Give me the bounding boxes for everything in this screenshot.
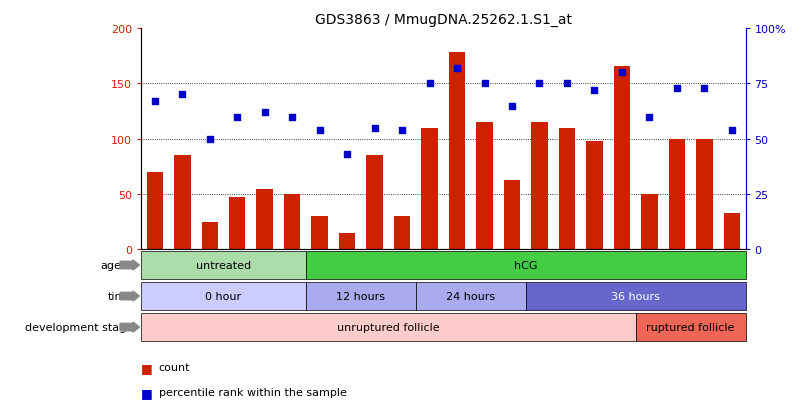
Point (588, 88, 601, 94)
Bar (306, 282, 416, 310)
Bar (229, 198, 246, 250)
Bar (311, 217, 328, 250)
Text: unruptured follicle: unruptured follicle (337, 322, 439, 332)
Text: hCG: hCG (514, 260, 538, 271)
Text: development stage: development stage (25, 322, 133, 332)
Bar (586, 142, 603, 250)
Point (396, 127, 409, 134)
Point (231, 114, 243, 121)
Bar (641, 195, 658, 250)
Point (176, 92, 189, 98)
Point (341, 152, 354, 158)
Text: ■: ■ (141, 361, 153, 374)
Bar (367, 156, 383, 250)
Point (148, 99, 161, 105)
Bar (613, 66, 630, 250)
Point (286, 114, 299, 121)
Point (368, 125, 381, 132)
Text: count: count (159, 363, 190, 373)
Bar (147, 173, 163, 250)
Bar (284, 195, 301, 250)
Bar (174, 156, 190, 250)
Point (478, 81, 491, 88)
Bar (669, 140, 685, 250)
Bar (394, 217, 410, 250)
Point (505, 103, 518, 109)
Bar (256, 189, 273, 250)
Bar (141, 282, 306, 310)
Bar (306, 252, 746, 279)
Text: agent: agent (101, 260, 133, 271)
Bar (422, 128, 438, 250)
Text: untreated: untreated (196, 260, 251, 271)
Bar (202, 222, 218, 250)
Text: ■: ■ (141, 386, 153, 399)
Point (423, 81, 436, 88)
Point (451, 65, 463, 72)
Text: 24 hours: 24 hours (447, 291, 496, 301)
Point (616, 70, 629, 76)
Text: 12 hours: 12 hours (336, 291, 385, 301)
Text: percentile rank within the sample: percentile rank within the sample (159, 387, 347, 397)
Bar (504, 180, 520, 250)
Bar (531, 123, 548, 250)
Bar (449, 53, 465, 250)
Point (560, 81, 573, 88)
Text: ruptured follicle: ruptured follicle (646, 322, 735, 332)
Bar (696, 140, 713, 250)
Bar (141, 252, 306, 279)
Point (671, 85, 683, 92)
Point (533, 81, 546, 88)
Point (698, 85, 711, 92)
Bar (141, 313, 636, 341)
Bar (636, 313, 746, 341)
Text: time: time (108, 291, 133, 301)
Point (643, 114, 656, 121)
Text: 36 hours: 36 hours (611, 291, 660, 301)
Point (725, 127, 738, 134)
Bar (339, 233, 355, 250)
Title: GDS3863 / MmugDNA.25262.1.S1_at: GDS3863 / MmugDNA.25262.1.S1_at (315, 12, 571, 26)
Bar (559, 128, 575, 250)
Bar (526, 282, 746, 310)
Point (258, 109, 271, 116)
Bar (416, 282, 526, 310)
Point (314, 127, 326, 134)
Bar (724, 214, 740, 250)
Bar (476, 123, 492, 250)
Text: 0 hour: 0 hour (206, 291, 242, 301)
Point (203, 136, 216, 143)
